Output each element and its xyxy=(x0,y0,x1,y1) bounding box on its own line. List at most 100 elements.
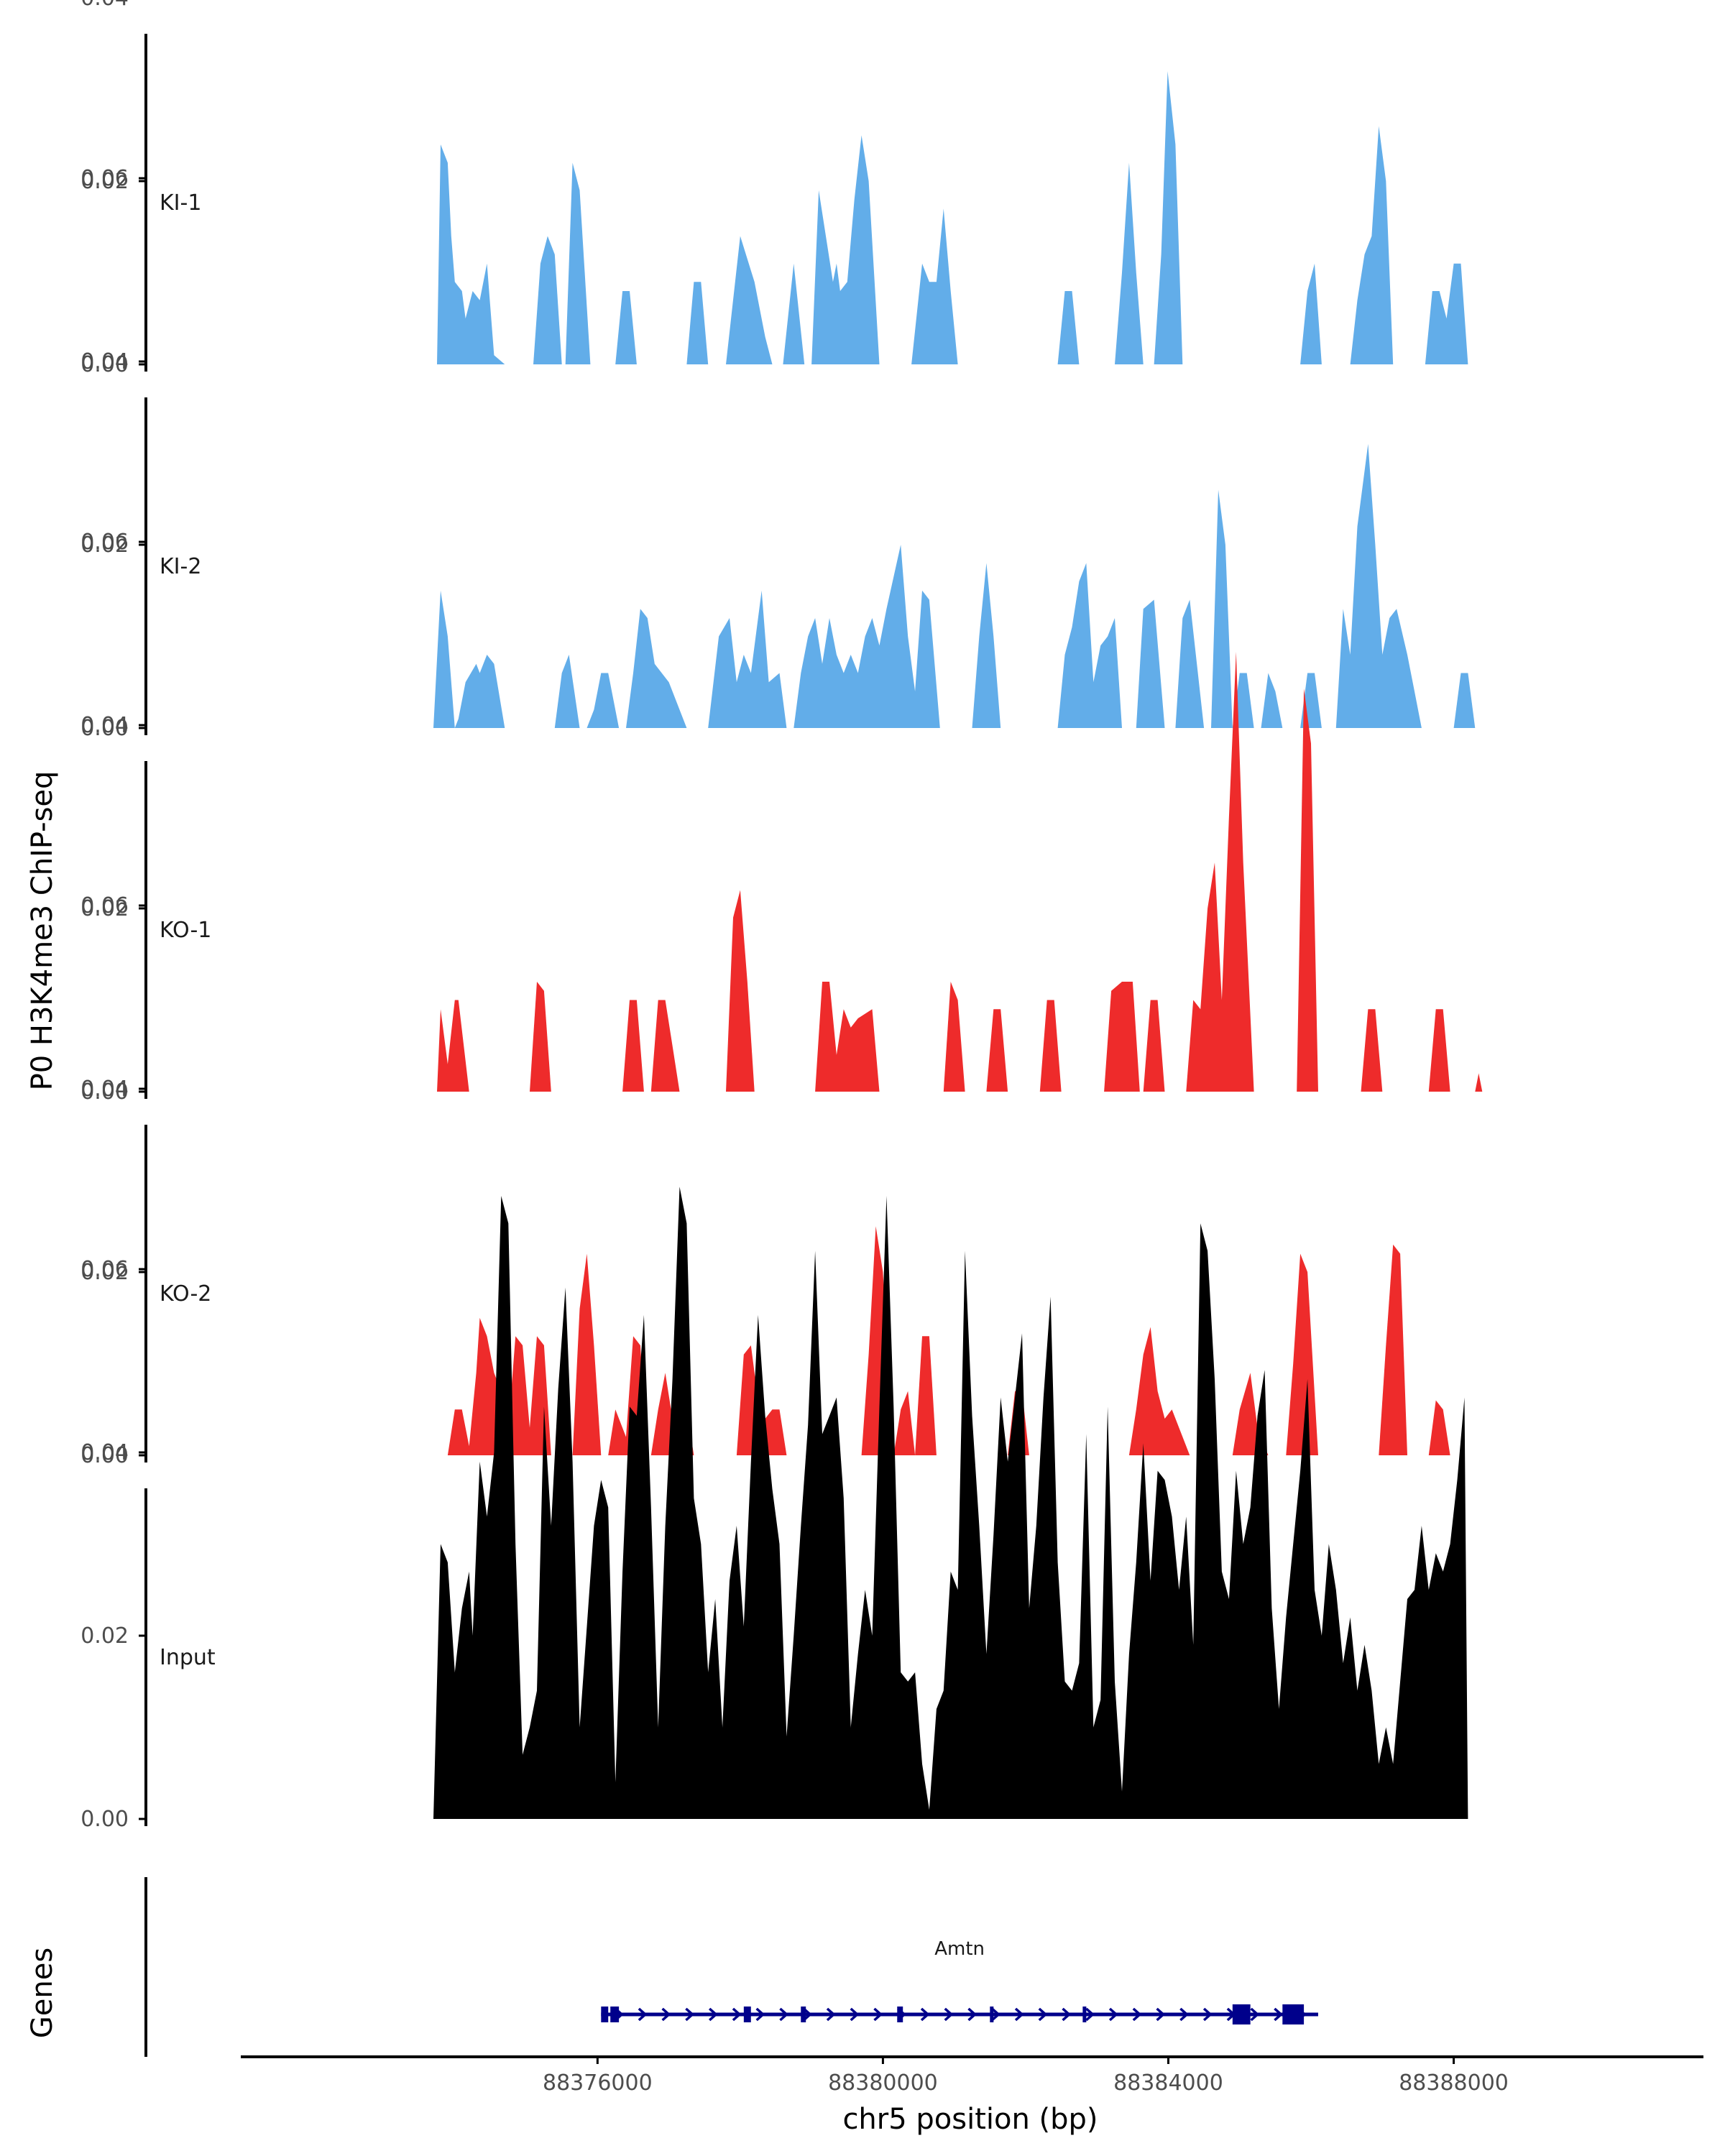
signal-peak xyxy=(1186,652,1254,1092)
signal-peak xyxy=(1286,1253,1318,1455)
signal-peak xyxy=(1335,443,1422,728)
y-tick-label: 0.06 xyxy=(80,530,129,555)
strand-arrow xyxy=(1156,2007,1166,2022)
y-tick-label: 0.04 xyxy=(80,1440,129,1465)
signal-peak xyxy=(986,1009,1008,1092)
x-axis: 88376000 88380000 88384000 88388000 xyxy=(241,2055,1703,2096)
signal-peak xyxy=(437,1000,469,1092)
strand-arrow xyxy=(1202,2007,1213,2022)
track-ki-2: 0.00 0.02 0.04 0.06 KI-2 xyxy=(80,166,1476,741)
signal-peak xyxy=(1104,982,1140,1092)
exon-block xyxy=(1232,2004,1251,2024)
y-axis-title: P0 H3K4me3 ChIP-seq xyxy=(26,771,59,1091)
signal-peak xyxy=(783,263,805,364)
signal-peak xyxy=(794,545,940,728)
signal-peak xyxy=(437,144,505,364)
signal-peak xyxy=(1211,489,1233,728)
signal-peak xyxy=(1154,71,1183,364)
exon-block xyxy=(743,2007,751,2022)
signal-peak xyxy=(1039,1000,1062,1092)
track-label: KI-1 xyxy=(160,190,201,216)
y-tick-label: 0.06 xyxy=(80,166,129,191)
x-tick-label: 88384000 xyxy=(1113,2070,1223,2096)
signal-peak xyxy=(911,208,958,364)
signal-peak xyxy=(686,282,709,364)
signal-peak xyxy=(943,982,965,1092)
signal-peak xyxy=(572,1253,602,1455)
gene-track: Amtn xyxy=(144,1877,1318,2057)
strand-arrow xyxy=(920,2007,930,2022)
signal-peak xyxy=(726,890,755,1092)
y-tick-label: 0.04 xyxy=(80,349,129,374)
exon-block xyxy=(1082,2007,1087,2022)
y-tick-label: 0.00 xyxy=(80,716,129,741)
signal-peak xyxy=(1128,1327,1190,1455)
signal-peak xyxy=(533,236,562,364)
strand-arrow xyxy=(944,2007,954,2022)
signal-peak xyxy=(893,1391,916,1455)
strand-arrow xyxy=(1250,2007,1260,2022)
strand-arrow xyxy=(1062,2007,1072,2022)
track-ko-1: 0.00 0.02 0.04 0.06 KO-1 xyxy=(80,530,1483,1105)
exon-block xyxy=(990,2007,994,2022)
exon-block xyxy=(1282,2004,1305,2024)
exon-block xyxy=(897,2007,903,2022)
strand-arrow xyxy=(967,2007,978,2022)
strand-arrow xyxy=(991,2007,1000,2022)
signal-peak xyxy=(554,655,580,728)
y-tick-label: 0.04 xyxy=(80,1077,129,1102)
strand-arrow xyxy=(873,2007,883,2022)
signal-peak xyxy=(1361,1009,1383,1092)
signal-peak xyxy=(1057,291,1080,364)
signal-peak xyxy=(1175,599,1205,728)
y-tick-label: 0.04 xyxy=(80,713,129,738)
signal-peak xyxy=(1297,688,1318,1092)
strand-arrow xyxy=(638,2007,648,2022)
signal-peak xyxy=(811,135,880,365)
strand-arrow xyxy=(1132,2007,1142,2022)
signal-peak xyxy=(1143,1000,1165,1092)
signal-peak xyxy=(650,1000,680,1092)
x-tick-label: 88380000 xyxy=(828,2070,938,2096)
y-tick-label: 0.00 xyxy=(80,1079,129,1105)
y-tick-label: 0.02 xyxy=(80,896,129,921)
signal-peak xyxy=(447,1317,551,1455)
signal-peak xyxy=(736,1345,787,1455)
strand-arrow xyxy=(708,2007,718,2022)
strand-arrow xyxy=(1108,2007,1118,2022)
gene-name-label: Amtn xyxy=(934,1938,985,1960)
signal-peak xyxy=(1350,126,1394,364)
signal-peak xyxy=(622,1000,644,1092)
signal-peak xyxy=(586,673,620,728)
genes-track-title: Genes xyxy=(26,1948,59,2038)
track-ki-1: 0.00 0.02 0.04 0.06 KI-1 xyxy=(80,0,1468,377)
signal-peak xyxy=(1261,673,1283,728)
signal-peak xyxy=(433,1187,1468,1819)
track-label: KO-2 xyxy=(160,1281,211,1307)
y-tick-label: 0.00 xyxy=(80,1443,129,1468)
x-tick-label: 88376000 xyxy=(543,2070,653,2096)
strand-arrow xyxy=(850,2007,860,2022)
strand-arrow xyxy=(685,2007,695,2022)
signal-peak xyxy=(1300,263,1322,364)
signal-peak xyxy=(1136,599,1165,728)
signal-peak xyxy=(433,590,505,728)
exon-block xyxy=(610,2007,620,2022)
y-tick-label: 0.02 xyxy=(80,169,129,194)
y-tick-label: 0.00 xyxy=(80,1807,129,1832)
signal-peak xyxy=(565,162,591,364)
signal-peak xyxy=(915,1336,937,1455)
exon-block xyxy=(801,2007,806,2022)
signal-peak xyxy=(972,563,1001,728)
signal-peak xyxy=(1475,1073,1483,1092)
exon-block xyxy=(601,2007,609,2022)
track-label: KO-1 xyxy=(160,918,211,943)
strand-arrow xyxy=(779,2007,789,2022)
signal-tracks: 0.00 0.02 0.04 0.06 KI-1 0.00 0.02 0.04 0.06 KI-2… xyxy=(80,0,1483,1832)
strand-arrow xyxy=(755,2007,765,2022)
signal-peak xyxy=(1453,673,1476,728)
signal-peak xyxy=(1428,1009,1450,1092)
y-tick-label: 0.02 xyxy=(80,1623,129,1649)
strand-arrow xyxy=(1038,2007,1048,2022)
